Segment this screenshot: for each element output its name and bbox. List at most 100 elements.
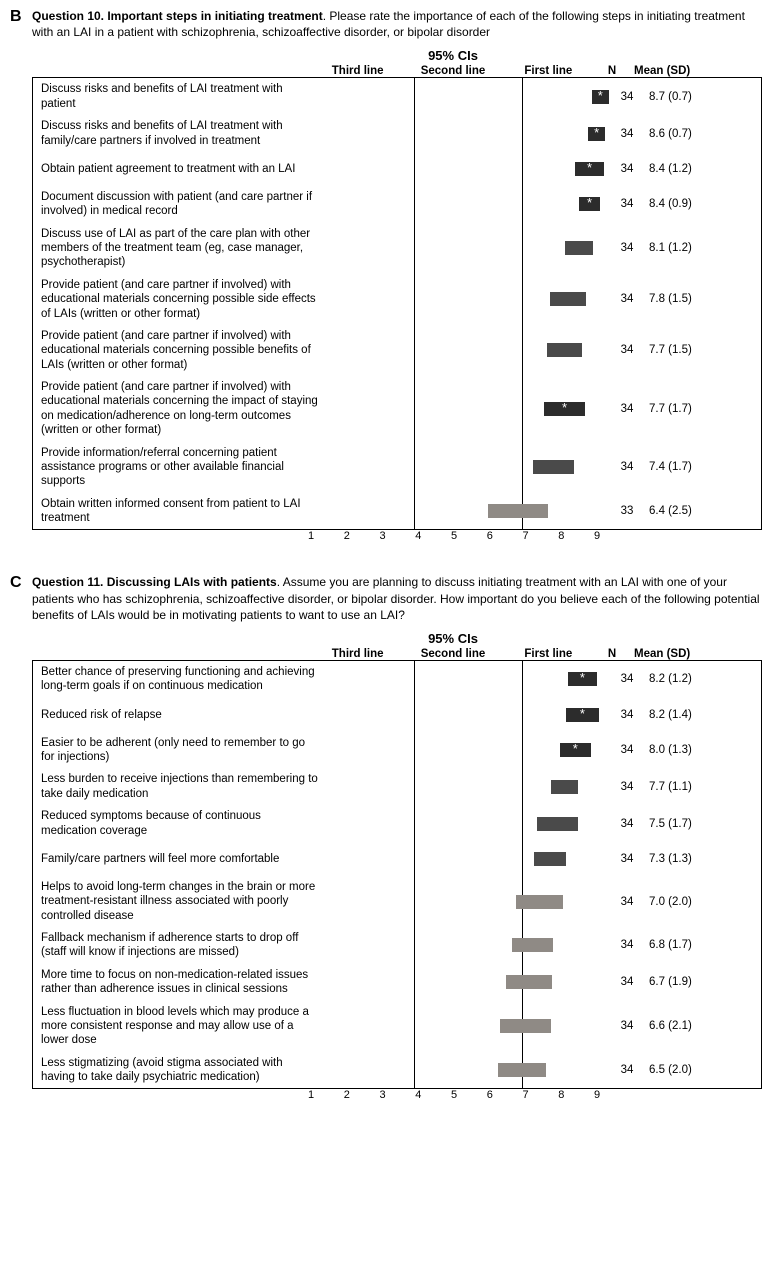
row-chart-area — [325, 927, 611, 964]
row-n: 34 — [611, 152, 643, 186]
ci-bar: * — [566, 708, 600, 722]
tick-label: 6 — [487, 1089, 493, 1101]
ci-title: 95% CIs — [310, 48, 596, 63]
column-headers: 95% CIsThird lineSecond lineFirst lineNM… — [12, 631, 762, 660]
tick-label: 8 — [558, 530, 564, 542]
star-icon: * — [568, 671, 597, 685]
tick-label: 7 — [522, 530, 528, 542]
row-label: Document discussion with patient (and ca… — [33, 186, 325, 223]
row-chart-area — [325, 964, 611, 1001]
ci-bar — [488, 504, 549, 518]
tick-label: 1 — [308, 1089, 314, 1101]
region-label: Third line — [310, 648, 405, 660]
row-chart-area — [325, 1052, 611, 1089]
ci-bar: * — [568, 672, 597, 686]
row-mean: 7.3 (1.3) — [643, 842, 727, 876]
ci-bar: * — [579, 197, 600, 211]
row-chart-area — [325, 493, 611, 530]
row-chart-area: * — [325, 661, 611, 698]
ci-bar — [551, 780, 577, 794]
col-mean: Mean (SD) — [628, 648, 704, 660]
row-mean: 8.2 (1.4) — [643, 698, 727, 732]
ci-bar — [547, 343, 583, 357]
row-n: 34 — [611, 325, 643, 376]
star-icon: * — [560, 742, 591, 756]
chart-row: Obtain patient agreement to treatment wi… — [33, 152, 761, 186]
tick-label: 4 — [415, 530, 421, 542]
tick-label: 9 — [594, 530, 600, 542]
row-label: Provide patient (and care partner if inv… — [33, 376, 325, 442]
row-n: 34 — [611, 768, 643, 805]
row-chart-area: * — [325, 732, 611, 769]
region-label: First line — [501, 65, 596, 77]
row-chart-area — [325, 442, 611, 493]
row-mean: 6.8 (1.7) — [643, 927, 727, 964]
row-n: 34 — [611, 964, 643, 1001]
chart-row: Fallback mechanism if adherence starts t… — [33, 927, 761, 964]
chart-row: Provide patient (and care partner if inv… — [33, 376, 761, 442]
chart-row: Document discussion with patient (and ca… — [33, 186, 761, 223]
row-label: More time to focus on non-medication-rel… — [33, 964, 325, 1001]
row-chart-area: * — [325, 78, 611, 115]
row-n: 34 — [611, 442, 643, 493]
row-label: Better chance of preserving functioning … — [33, 661, 325, 698]
row-chart-area: * — [325, 115, 611, 152]
row-n: 33 — [611, 493, 643, 530]
chart-row: Easier to be adherent (only need to reme… — [33, 732, 761, 769]
row-chart-area — [325, 876, 611, 927]
row-label: Less fluctuation in blood levels which m… — [33, 1001, 325, 1052]
row-chart-area: * — [325, 152, 611, 186]
panel-C: C Question 11. Discussing LAIs with patie… — [12, 574, 762, 1105]
row-chart-area — [325, 223, 611, 274]
star-icon: * — [579, 196, 600, 210]
row-n: 34 — [611, 927, 643, 964]
star-icon: * — [544, 401, 585, 415]
row-mean: 7.8 (1.5) — [643, 274, 727, 325]
row-mean: 8.2 (1.2) — [643, 661, 727, 698]
panel-title: Question 11. Discussing LAIs with patien… — [32, 574, 762, 623]
row-label: Reduced risk of relapse — [33, 698, 325, 732]
row-n: 34 — [611, 698, 643, 732]
row-mean: 8.0 (1.3) — [643, 732, 727, 769]
tick-label: 3 — [379, 530, 385, 542]
panel-letter: C — [10, 574, 22, 592]
row-mean: 8.4 (0.9) — [643, 186, 727, 223]
chart-row: Less stigmatizing (avoid stigma associat… — [33, 1052, 761, 1089]
ci-bar: * — [588, 127, 605, 141]
col-mean: Mean (SD) — [628, 65, 704, 77]
tick-label: 7 — [522, 1089, 528, 1101]
tick-label: 2 — [344, 530, 350, 542]
row-n: 34 — [611, 661, 643, 698]
row-chart-area — [325, 1001, 611, 1052]
row-label: Less stigmatizing (avoid stigma associat… — [33, 1052, 325, 1089]
row-n: 34 — [611, 842, 643, 876]
row-n: 34 — [611, 805, 643, 842]
row-label: Discuss use of LAI as part of the care p… — [33, 223, 325, 274]
tick-label: 8 — [558, 1089, 564, 1101]
row-mean: 7.7 (1.7) — [643, 376, 727, 442]
chart-row: Obtain written informed consent from pat… — [33, 493, 761, 530]
star-icon: * — [592, 89, 609, 103]
row-label: Obtain patient agreement to treatment wi… — [33, 152, 325, 186]
row-chart-area: * — [325, 186, 611, 223]
column-headers: 95% CIsThird lineSecond lineFirst lineNM… — [12, 48, 762, 77]
row-mean: 6.5 (2.0) — [643, 1052, 727, 1089]
row-mean: 8.1 (1.2) — [643, 223, 727, 274]
row-mean: 8.6 (0.7) — [643, 115, 727, 152]
ci-bar: * — [592, 90, 609, 104]
ci-bar: * — [544, 402, 585, 416]
ci-bar — [534, 852, 565, 866]
row-mean: 8.4 (1.2) — [643, 152, 727, 186]
chart-row: Discuss risks and benefits of LAI treatm… — [33, 78, 761, 115]
ci-bar — [533, 460, 574, 474]
col-n: N — [596, 648, 628, 660]
row-n: 34 — [611, 115, 643, 152]
panel-header: C Question 11. Discussing LAIs with patie… — [12, 574, 762, 623]
chart-row: Provide patient (and care partner if inv… — [33, 325, 761, 376]
row-mean: 7.0 (2.0) — [643, 876, 727, 927]
row-label: Provide information/referral concerning … — [33, 442, 325, 493]
row-n: 34 — [611, 876, 643, 927]
ci-bar — [565, 241, 594, 255]
row-mean: 6.6 (2.1) — [643, 1001, 727, 1052]
panel-header: BQuestion 10. Important steps in initiat… — [12, 8, 762, 40]
